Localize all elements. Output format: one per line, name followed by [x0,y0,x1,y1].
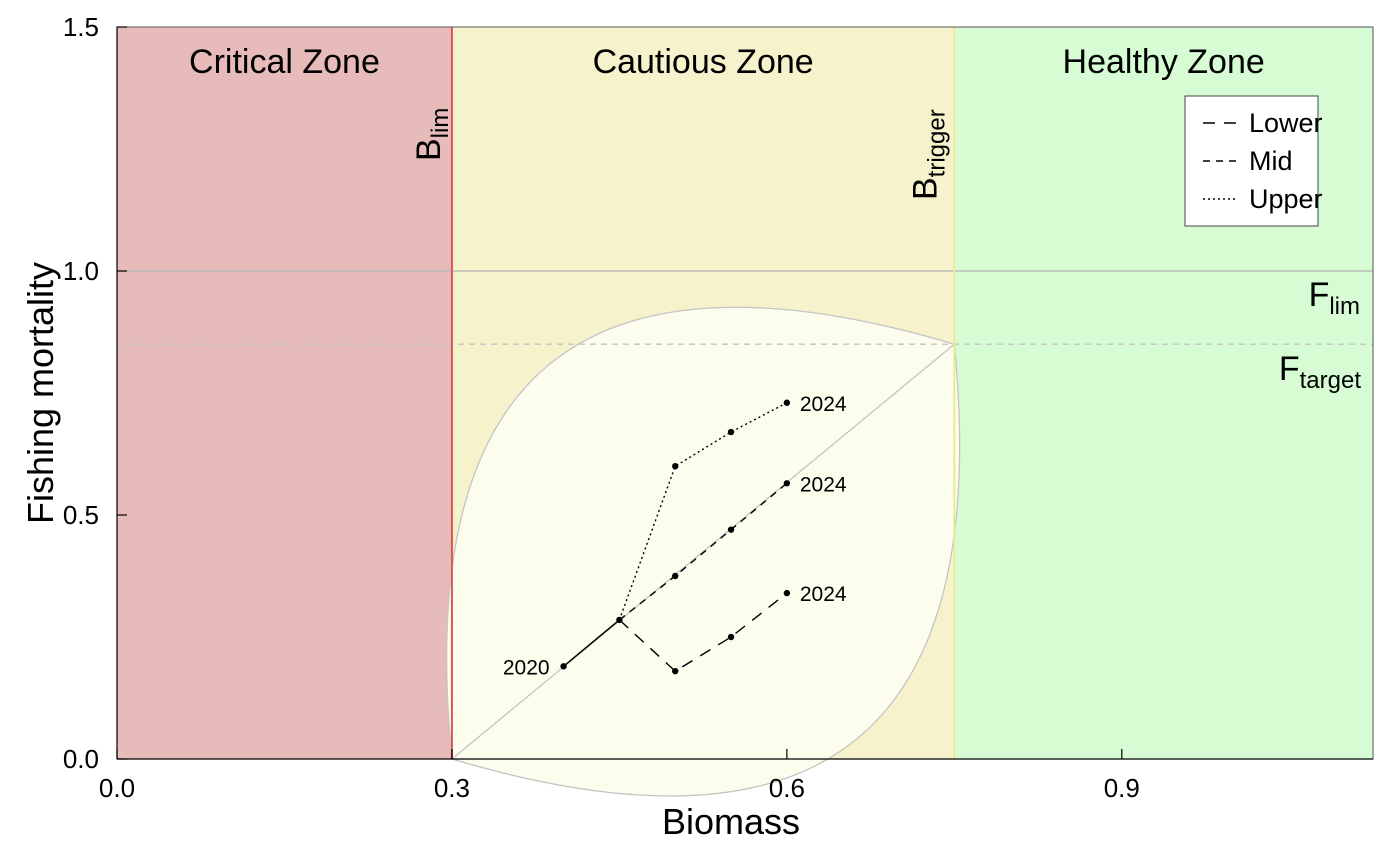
history-line [563,619,620,667]
Btrigger-label-text: Btrigger [906,109,950,200]
series-upper-line [618,402,788,621]
x-tick-label-0: 0.0 [99,773,135,803]
y-tick-label-0: 0.0 [63,744,99,774]
zone-2-title: Healthy Zone [1063,43,1265,81]
Btrigger-label: Btrigger [906,109,950,200]
series-lower-point-2 [727,633,735,641]
year-annotation-1: 2024 [800,393,847,416]
history-point-1 [616,616,623,624]
reference-lines [117,27,1373,759]
Blim-label: Blim [410,108,454,161]
series-mid-point-1 [672,572,679,580]
series-lower-line [618,592,788,673]
Btrigger-label-main: B [906,177,944,200]
Blim-label-main: B [410,138,448,161]
Blim-label-subscript: lim [427,108,454,139]
Flim-label-subscript: lim [1329,293,1360,320]
x-axis-title: Biomass [662,801,800,842]
legend: Lower Mid Upper [1184,95,1323,227]
zone-0-title: Critical Zone [189,43,380,81]
trajectory-series [563,402,788,673]
x-tick-label-2: 0.6 [769,773,805,803]
series-upper-point-1 [672,463,679,470]
year-annotation-2: 2024 [800,473,847,496]
legend-label-upper: Upper [1249,184,1323,214]
history-point-0 [560,663,567,670]
zone-0-background [117,27,452,759]
series-lower-point-1 [672,667,679,675]
Flim-label: Flim [1309,276,1360,320]
Ftarget-label-subscript: target [1300,367,1362,394]
year-annotation-3: 2024 [800,583,847,606]
Ftarget-label-main: F [1279,350,1300,388]
series-mid-point-2 [727,526,735,533]
series-upper-point-2 [727,428,735,436]
y-tick-label-3: 1.5 [63,12,99,42]
x-tick-label-3: 0.9 [1104,773,1140,803]
year-annotation-0: 2020 [503,656,550,679]
y-tick-label-2: 1.0 [63,256,99,286]
legend-label-mid: Mid [1249,146,1293,176]
zone-1-title: Cautious Zone [593,43,814,81]
series-mid-point-3 [783,480,791,487]
trajectory-points [560,399,791,675]
Flim-label-main: F [1309,276,1330,314]
series-upper-point-3 [783,399,791,406]
chart-labels: Critical Zone Cautious Zone Healthy Zone Bl… [189,43,1361,679]
y-axis-title: Fishing mortality [20,262,61,524]
Ftarget-label: Ftarget [1279,350,1361,394]
Btrigger-label-subscript: trigger [923,109,950,177]
series-mid-line [618,482,788,621]
legend-label-lower: Lower [1249,108,1323,138]
Blim-label-text: Blim [410,108,454,161]
x-tick-label-1: 0.3 [434,773,470,803]
y-tick-label-1: 0.5 [63,500,99,530]
series-lower-point-3 [783,589,791,597]
envelope-median-line [451,343,955,760]
axes: 0.0 0.3 0.6 0.9 0.0 0.5 1.0 1.5 Biomass Fishing m… [20,12,1374,842]
